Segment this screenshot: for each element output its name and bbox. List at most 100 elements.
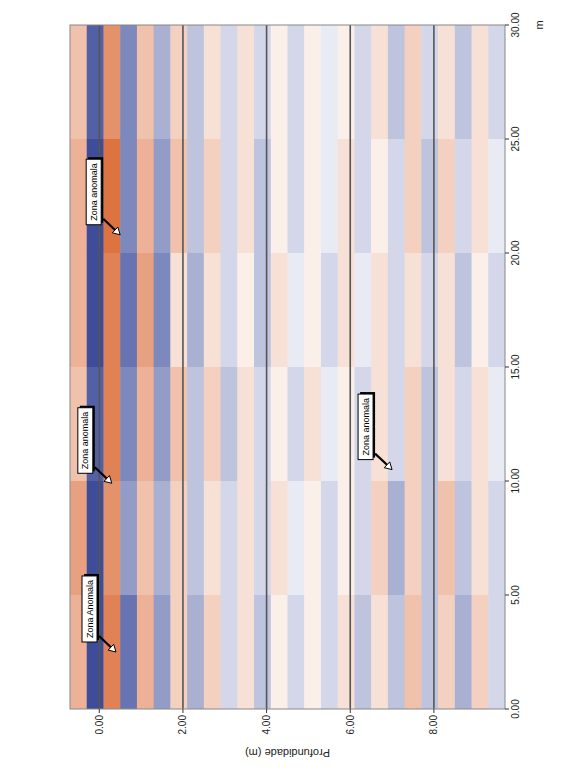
cell — [120, 367, 137, 482]
x-tick — [505, 595, 509, 596]
y-tick — [433, 709, 434, 713]
cell — [170, 253, 187, 368]
cell — [254, 253, 271, 368]
annotation-arrowhead — [384, 462, 392, 470]
y-tick — [266, 709, 267, 713]
x-tick-label: 20.00 — [510, 240, 521, 265]
cell — [472, 367, 489, 482]
annotation: Zona anomala — [86, 157, 120, 235]
cell — [271, 25, 288, 139]
y-tick-label: 4.00 — [261, 715, 272, 735]
cell — [170, 139, 187, 254]
cell — [421, 25, 438, 139]
annotation-box — [358, 394, 373, 460]
annotation-arrowhead — [112, 227, 120, 235]
cell — [154, 253, 171, 368]
cell — [204, 139, 221, 254]
cell — [405, 253, 422, 368]
cell — [455, 367, 472, 482]
annotation-box — [78, 408, 93, 474]
cell — [438, 367, 455, 482]
cell — [472, 25, 489, 139]
cell — [438, 481, 455, 596]
cell — [472, 253, 489, 368]
cell — [488, 139, 505, 254]
cell — [221, 481, 238, 596]
grid-line — [182, 25, 184, 709]
cell — [170, 595, 187, 710]
cell — [405, 481, 422, 596]
cell — [137, 139, 154, 254]
cell — [137, 595, 154, 710]
cell — [488, 253, 505, 368]
annotation-arrow — [95, 467, 107, 478]
cell — [455, 253, 472, 368]
cell — [187, 253, 204, 368]
cell — [405, 25, 422, 139]
cell — [388, 253, 405, 368]
cell — [204, 481, 221, 596]
cell — [321, 595, 338, 710]
cell — [103, 253, 120, 368]
annotation-arrow — [375, 454, 387, 465]
cell — [120, 139, 137, 254]
cell — [304, 139, 321, 254]
annotation: Zona Anomala — [82, 574, 116, 652]
cell — [354, 595, 371, 710]
cell — [304, 253, 321, 368]
cell — [154, 367, 171, 482]
cell — [103, 139, 120, 254]
cell — [271, 367, 288, 482]
cell — [103, 595, 120, 710]
cell — [271, 253, 288, 368]
cell — [221, 367, 238, 482]
y-tick — [182, 709, 183, 713]
x-tick-label: 0.00 — [510, 699, 521, 719]
cell — [371, 139, 388, 254]
cell — [154, 139, 171, 254]
cell — [405, 595, 422, 710]
x-tick-label: 5.00 — [510, 585, 521, 605]
annotation-box — [86, 159, 101, 225]
cell — [488, 595, 505, 710]
cell — [405, 139, 422, 254]
cell — [354, 253, 371, 368]
cell — [288, 253, 305, 368]
cell — [204, 253, 221, 368]
annotation-arrow — [103, 219, 115, 230]
cell — [488, 481, 505, 596]
cell — [271, 595, 288, 710]
cell — [304, 367, 321, 482]
x-tick — [505, 367, 509, 368]
grid-line — [433, 25, 435, 709]
y-tick — [350, 709, 351, 713]
annotation-arrowhead — [104, 476, 112, 484]
x-tick — [505, 25, 509, 26]
cell — [87, 253, 104, 368]
chart: 0.002.004.006.008.000.005.0010.0015.0020… — [0, 0, 579, 769]
cell — [204, 367, 221, 482]
x-tick — [505, 253, 509, 254]
y-tick-label: 6.00 — [345, 715, 356, 735]
cell — [472, 481, 489, 596]
cell — [338, 367, 355, 482]
y-axis-title: Profundidade (m) — [245, 747, 330, 759]
annotation-box — [82, 576, 97, 642]
cell — [170, 25, 187, 139]
cell — [137, 253, 154, 368]
cell — [87, 25, 104, 139]
cell — [338, 595, 355, 710]
cell — [455, 25, 472, 139]
cell — [321, 25, 338, 139]
cell — [288, 367, 305, 482]
cell — [338, 25, 355, 139]
cell — [170, 481, 187, 596]
cell — [338, 253, 355, 368]
cell — [154, 25, 171, 139]
cell — [103, 367, 120, 482]
cell — [371, 25, 388, 139]
cell — [354, 25, 371, 139]
annotation-arrowhead — [108, 644, 116, 652]
x-axis-title: m — [533, 20, 545, 29]
cell — [254, 25, 271, 139]
